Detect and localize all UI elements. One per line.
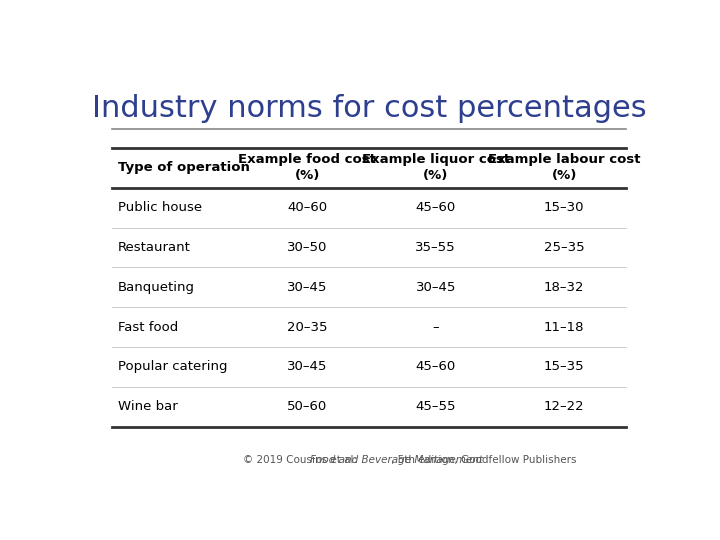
Text: 25–35: 25–35 — [544, 241, 585, 254]
Text: Type of operation: Type of operation — [118, 161, 250, 174]
Text: 30–45: 30–45 — [415, 281, 456, 294]
Text: 50–60: 50–60 — [287, 400, 328, 413]
Text: 45–55: 45–55 — [415, 400, 456, 413]
Text: 15–35: 15–35 — [544, 360, 585, 373]
Text: –: – — [433, 321, 439, 334]
Text: Wine bar: Wine bar — [118, 400, 178, 413]
Text: Example liquor cost
(%): Example liquor cost (%) — [361, 153, 510, 183]
Text: 12–22: 12–22 — [544, 400, 585, 413]
Text: 30–45: 30–45 — [287, 281, 328, 294]
Text: © 2019 Cousins et al:: © 2019 Cousins et al: — [243, 455, 364, 465]
Text: 15–30: 15–30 — [544, 201, 585, 214]
Text: 30–45: 30–45 — [287, 360, 328, 373]
Text: , 5th edition, Goodfellow Publishers: , 5th edition, Goodfellow Publishers — [391, 455, 576, 465]
Text: 30–50: 30–50 — [287, 241, 328, 254]
Text: Example food cost
(%): Example food cost (%) — [238, 153, 377, 183]
Text: Banqueting: Banqueting — [118, 281, 195, 294]
Text: 45–60: 45–60 — [415, 201, 456, 214]
Text: 45–60: 45–60 — [415, 360, 456, 373]
Text: 35–55: 35–55 — [415, 241, 456, 254]
Text: Example labour cost
(%): Example labour cost (%) — [488, 153, 640, 183]
Text: 20–35: 20–35 — [287, 321, 328, 334]
Text: Industry norms for cost percentages: Industry norms for cost percentages — [91, 94, 647, 123]
Text: 11–18: 11–18 — [544, 321, 585, 334]
Text: Fast food: Fast food — [118, 321, 178, 334]
Text: 18–32: 18–32 — [544, 281, 585, 294]
Text: Popular catering: Popular catering — [118, 360, 228, 373]
Text: 40–60: 40–60 — [287, 201, 328, 214]
Text: Restaurant: Restaurant — [118, 241, 191, 254]
Text: Food and Beverage Management: Food and Beverage Management — [310, 455, 482, 465]
Text: Public house: Public house — [118, 201, 202, 214]
